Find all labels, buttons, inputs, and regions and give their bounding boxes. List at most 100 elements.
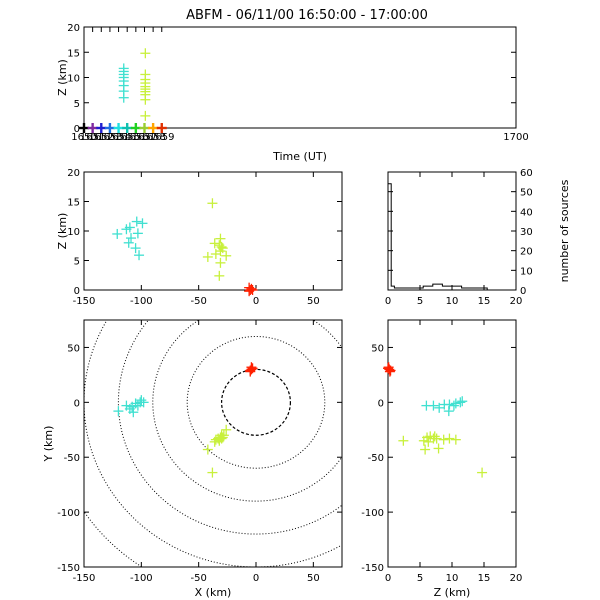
source-point: [221, 424, 232, 435]
minute-marker: [148, 123, 159, 133]
source-point: [134, 250, 145, 261]
plot-frame: [387, 171, 517, 291]
source-point: [140, 94, 151, 105]
plot-frame: [83, 171, 343, 291]
x-tick-label: 1657: [132, 132, 157, 143]
source-point: [214, 270, 225, 281]
y-tick-label: 30: [520, 227, 533, 238]
source-point: [444, 399, 455, 410]
source-point: [130, 243, 141, 254]
range-ring: [221, 368, 292, 436]
source-point: [216, 430, 227, 441]
source-point: [126, 233, 137, 244]
range-rings: [84, 320, 342, 567]
source-point: [450, 434, 461, 445]
x-tick-label: 20: [510, 573, 523, 584]
source-point: [136, 395, 147, 406]
x-tick-label: -100: [130, 573, 153, 584]
source-point: [215, 257, 226, 268]
y-tick-label: 10: [67, 74, 80, 85]
y-tick-label: 50: [520, 188, 533, 199]
y-tick-label: 10: [520, 266, 533, 277]
source-point: [214, 435, 225, 446]
x-axis-title: Time (UT): [272, 150, 327, 163]
y-tick-label: 0: [74, 286, 80, 297]
x-tick-label: 0: [253, 296, 259, 307]
source-point: [477, 467, 488, 478]
x-tick-label: 1654: [106, 132, 131, 143]
y-tick-label: -150: [57, 563, 80, 574]
x-tick-label: 10: [446, 296, 459, 307]
x-tick-label: 15: [478, 296, 491, 307]
range-ring: [84, 510, 143, 567]
y-tick-label: 40: [520, 207, 533, 218]
x-tick-label: -100: [130, 296, 153, 307]
source-point: [210, 249, 221, 260]
y-tick-label: 20: [67, 168, 80, 179]
source-point: [450, 398, 461, 409]
source-point: [455, 397, 466, 408]
source-point: [140, 110, 151, 121]
minute-marker: [87, 123, 98, 133]
y-tick-label: 5: [74, 99, 80, 110]
source-point: [244, 286, 255, 297]
plot-frame: [83, 319, 343, 568]
source-point: [202, 444, 213, 455]
source-point: [438, 434, 449, 445]
y-axis-title: Z (km): [56, 59, 69, 96]
y-tick-label: 60: [520, 168, 533, 179]
y-tick-label: -50: [64, 453, 80, 464]
y-tick-label: 0: [74, 124, 80, 135]
source-point: [420, 444, 431, 455]
source-point: [431, 433, 442, 444]
plot-frame: [387, 319, 517, 568]
source-point: [138, 397, 149, 408]
x-tick-label: 1650: [71, 132, 96, 143]
panel-z_y: 0 5 10 15 20 -150 -100 -50 0 50 Z (km): [361, 319, 523, 599]
y-tick-label: 15: [67, 198, 80, 209]
range-ring: [117, 320, 342, 535]
x-tick-label: 10: [446, 573, 459, 584]
y-tick-label: 20: [520, 247, 533, 258]
source-point: [132, 228, 143, 239]
y-tick-label: -150: [361, 563, 384, 574]
y-tick-label: 0: [378, 398, 384, 409]
source-point: [246, 362, 257, 373]
minute-marker: [139, 123, 150, 133]
x-tick-label: -50: [190, 573, 206, 584]
y-tick-label: -100: [361, 508, 384, 519]
panel-x_y: -150 -100 -50 0 50 -150 -100 -50 0 50 X (km) Y (km): [42, 319, 343, 599]
y-tick-label: 15: [67, 48, 80, 59]
x-tick-label: 5: [417, 296, 423, 307]
x-tick-label: 1659: [149, 132, 174, 143]
minute-marker: [156, 123, 167, 133]
range-ring: [186, 335, 326, 469]
source-point: [433, 443, 444, 454]
source-point: [128, 407, 139, 418]
y-tick-label: 20: [67, 23, 80, 34]
minute-marker: [96, 123, 107, 133]
source-point: [130, 398, 141, 409]
y-tick-label: 0: [74, 398, 80, 409]
minute-marker: [113, 123, 124, 133]
x-tick-label: 20: [510, 296, 523, 307]
y-tick-label: -50: [368, 453, 384, 464]
x-tick-label: 1658: [140, 132, 165, 143]
source-point: [131, 216, 142, 227]
x-tick-label: 1652: [89, 132, 114, 143]
chart-title: ABFM - 06/11/00 16:50:00 - 17:00:00: [186, 8, 428, 23]
y-tick-label: 10: [67, 227, 80, 238]
source-point: [118, 92, 129, 103]
minute-marker: [130, 123, 141, 133]
x-tick-label: 50: [307, 573, 320, 584]
source-point: [207, 198, 218, 209]
panel-time_height: 1650165116521653165416551656165716581659…: [56, 23, 529, 163]
y-tick-label: 5: [74, 257, 80, 268]
x-tick-label: 0: [253, 573, 259, 584]
x-tick-label: -150: [73, 573, 96, 584]
minute-marker: [104, 123, 115, 133]
source-point: [383, 362, 394, 373]
x-tick-label: -50: [190, 296, 206, 307]
y-tick-label: -100: [57, 508, 80, 519]
